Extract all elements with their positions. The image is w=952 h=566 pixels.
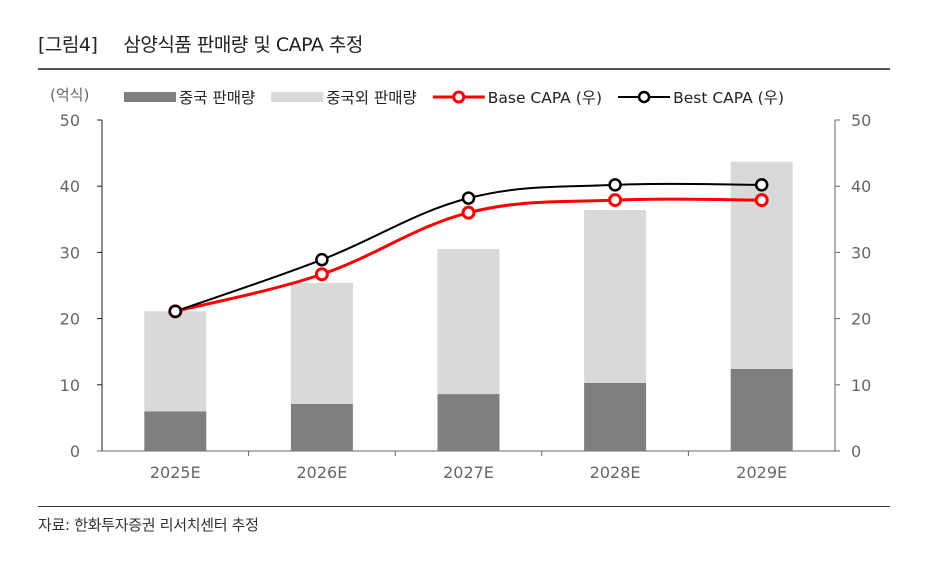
- y-left-tick-label: 30: [60, 243, 80, 262]
- y-left-tick-label: 20: [60, 310, 80, 329]
- y-left-tick-label: 50: [60, 111, 80, 130]
- figure-header: [그림4] 삼양식품 판매량 및 CAPA 추정: [38, 30, 363, 57]
- best-capa-marker: [168, 304, 183, 319]
- y-right-tick-label: 0: [851, 442, 861, 461]
- legend-marker: [637, 90, 651, 104]
- best-capa-marker: [315, 252, 329, 267]
- x-tick-label: 2025E: [150, 463, 201, 482]
- base-capa-marker: [461, 205, 476, 220]
- x-tick-label: 2027E: [443, 463, 494, 482]
- y-left-tick-label: 0: [70, 442, 80, 461]
- bar-segment: [730, 161, 793, 369]
- bars: [144, 161, 793, 451]
- y-right-tick-label: 40: [851, 177, 871, 196]
- bar-segment: [144, 411, 207, 451]
- y-right-tick-label: 10: [851, 376, 871, 395]
- y-unit-label: (억식): [50, 86, 89, 104]
- header-divider: [38, 68, 890, 70]
- source-note: 자료: 한화투자증권 리서치센터 추정: [38, 516, 259, 534]
- legend-item: 중국외 판매량: [271, 89, 417, 107]
- y-left-tick-label: 40: [60, 177, 80, 196]
- best-capa-marker: [608, 178, 622, 192]
- y-right-tick-label: 20: [851, 310, 871, 329]
- x-tick-label: 2028E: [590, 463, 641, 482]
- legend-marker: [452, 90, 466, 104]
- legend-swatch: [124, 92, 176, 102]
- best-capa-marker: [461, 191, 476, 205]
- bar-segment: [437, 394, 500, 451]
- legend-item: Base CAPA (우): [432, 89, 602, 107]
- footer-divider: [38, 506, 890, 507]
- lines: [168, 178, 769, 319]
- bar-segment: [584, 382, 647, 451]
- y-right-tick-label: 30: [851, 243, 871, 262]
- bar-segment: [290, 282, 353, 404]
- legend-item: 중국 판매량: [124, 89, 255, 107]
- legend-label: 중국 판매량: [179, 89, 255, 107]
- legend-swatch: [271, 92, 324, 102]
- legend-label: Best CAPA (우): [673, 89, 784, 107]
- y-right-tick-label: 50: [851, 111, 871, 130]
- bar-segment: [290, 403, 353, 451]
- x-tick-label: 2026E: [296, 463, 347, 482]
- y-left-tick-label: 10: [60, 376, 80, 395]
- base-capa-marker: [314, 267, 329, 282]
- legend-item: Best CAPA (우): [618, 89, 784, 107]
- bar-segment: [144, 311, 207, 412]
- bar-segment: [730, 368, 793, 451]
- best-capa-marker: [754, 178, 769, 192]
- axes: 0 10 20 30 40 50 0 10 20 30 40 50 2025E 2026E 2027E 202…: [50, 86, 871, 482]
- base-capa-marker: [608, 193, 623, 208]
- legend-label: 중국외 판매량: [326, 89, 417, 107]
- base-capa-marker: [754, 193, 769, 208]
- figure-title: 삼양식품 판매량 및 CAPA 추정: [123, 34, 363, 56]
- figure-number: [그림4]: [38, 34, 98, 56]
- bar-segment: [437, 249, 500, 395]
- legend: 중국 판매량 중국외 판매량 Base CAPA (우) Best CAPA (우): [124, 89, 784, 107]
- x-tick-label: 2029E: [736, 463, 787, 482]
- bar-segment: [584, 210, 647, 383]
- legend-label: Base CAPA (우): [488, 89, 602, 107]
